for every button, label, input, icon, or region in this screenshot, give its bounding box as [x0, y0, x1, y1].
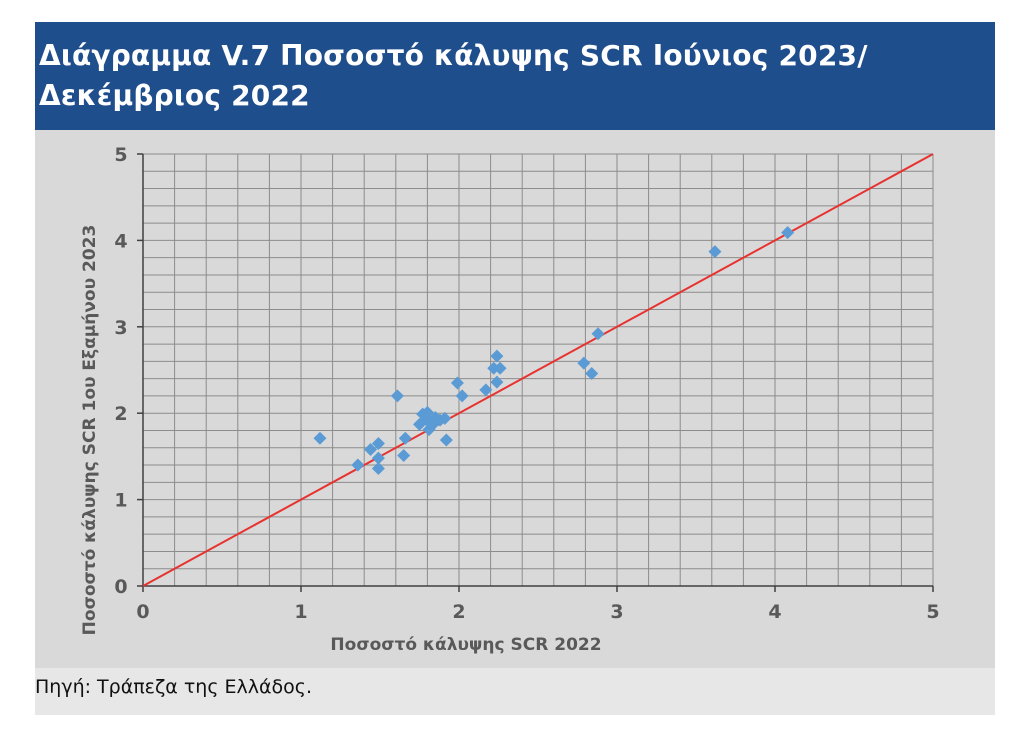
data-point: [455, 389, 469, 403]
y-tick-label: 0: [114, 576, 127, 598]
grid: [142, 153, 934, 587]
x-tick-label: 4: [768, 601, 781, 623]
x-tick-label: 2: [452, 601, 465, 623]
data-point: [450, 376, 464, 390]
y-tick-label: 2: [114, 403, 127, 425]
chart-area: 0 1 2 3 4 5 0 1 2 3 4 5 Ποσοστό κάλυψης SCR 2022 Π…: [35, 130, 995, 668]
x-tick-labels: 0 1 2 3 4 5: [136, 601, 939, 623]
y-tick-labels: 0 1 2 3 4 5: [114, 144, 127, 598]
y-tick-label: 5: [114, 144, 127, 166]
data-point: [313, 431, 327, 445]
x-axis-label: Ποσοστό κάλυψης SCR 2022: [330, 635, 601, 655]
x-tick-label: 1: [294, 601, 307, 623]
data-points: [313, 226, 795, 475]
data-point: [577, 356, 591, 370]
data-point: [479, 383, 493, 397]
data-point: [371, 436, 385, 450]
data-point: [397, 449, 411, 463]
data-point: [364, 442, 378, 456]
data-point: [351, 458, 365, 472]
scatter-chart: 0 1 2 3 4 5 0 1 2 3 4 5 Ποσοστό κάλυψης SCR 2022 Π…: [80, 144, 940, 655]
x-tick-label: 5: [926, 601, 939, 623]
data-point: [490, 349, 504, 363]
chart-title-banner: Διάγραμμα V.7 Ποσοστό κάλυψης SCR Ιούνιο…: [35, 22, 995, 130]
data-point: [439, 433, 453, 447]
data-point: [371, 451, 385, 465]
source-note: Πηγή: Τράπεζα της Ελλάδος.: [35, 676, 312, 698]
diagonal-reference: [142, 153, 934, 587]
y-tick-label: 1: [114, 490, 127, 512]
data-point: [493, 361, 507, 375]
data-point: [420, 405, 434, 419]
x-tick-label: 3: [610, 601, 623, 623]
source-note-area: Πηγή: Τράπεζα της Ελλάδος.: [35, 668, 995, 715]
data-point: [398, 431, 412, 445]
diagonal-line: [142, 153, 934, 587]
data-point: [585, 366, 599, 380]
chart-title: Διάγραμμα V.7 Ποσοστό κάλυψης SCR Ιούνιο…: [39, 39, 868, 112]
data-point: [438, 411, 452, 425]
data-point: [781, 226, 795, 240]
data-point: [371, 461, 385, 475]
data-point: [390, 389, 404, 403]
axes: [137, 153, 934, 592]
data-point: [708, 245, 722, 259]
y-axis-label: Ποσοστό κάλυψης SCR 1ου Εξαμήνου 2023: [80, 225, 100, 636]
y-tick-label: 4: [114, 230, 127, 252]
y-tick-label: 3: [114, 317, 127, 339]
data-point: [591, 327, 605, 341]
x-tick-label: 0: [136, 601, 149, 623]
data-point: [490, 375, 504, 389]
